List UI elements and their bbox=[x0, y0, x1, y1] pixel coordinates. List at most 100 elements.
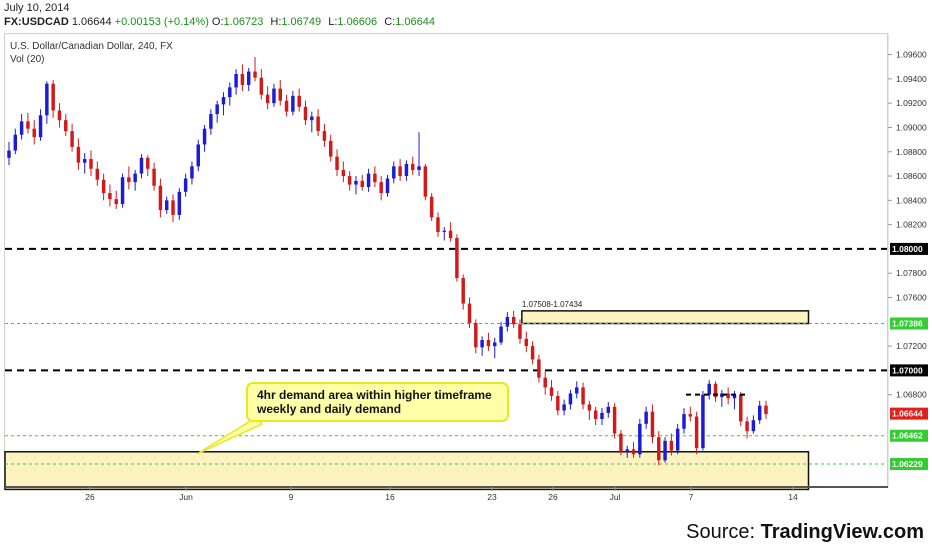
candle-body[interactable] bbox=[221, 97, 226, 105]
candle-body[interactable] bbox=[518, 324, 522, 339]
candle-body[interactable] bbox=[398, 166, 402, 177]
candle-body[interactable] bbox=[455, 237, 459, 279]
candle-body[interactable] bbox=[524, 338, 529, 347]
candle-body[interactable] bbox=[322, 131, 327, 141]
candle-body[interactable] bbox=[499, 326, 503, 343]
candle-body[interactable] bbox=[89, 159, 93, 169]
source-name[interactable]: TradingView.com bbox=[760, 521, 924, 543]
candle-body[interactable] bbox=[543, 377, 547, 388]
candle-body[interactable] bbox=[480, 340, 484, 348]
candle-body[interactable] bbox=[341, 169, 346, 177]
candle-body[interactable] bbox=[379, 182, 383, 194]
candle-body[interactable] bbox=[101, 179, 106, 194]
candle-body[interactable] bbox=[297, 95, 301, 107]
candle-body[interactable] bbox=[568, 393, 573, 405]
candle-body[interactable] bbox=[600, 412, 604, 419]
candle-body[interactable] bbox=[593, 410, 598, 419]
candle-body[interactable] bbox=[537, 359, 541, 378]
candle-body[interactable] bbox=[688, 414, 693, 417]
demand-supply-zone[interactable] bbox=[521, 310, 810, 325]
candle-body[interactable] bbox=[606, 406, 611, 413]
candle-body[interactable] bbox=[657, 437, 661, 461]
candle-body[interactable] bbox=[114, 199, 118, 204]
candle-body[interactable] bbox=[76, 146, 81, 163]
candle-body[interactable] bbox=[246, 71, 251, 85]
candle-body[interactable] bbox=[95, 168, 100, 180]
candle-body[interactable] bbox=[530, 346, 535, 360]
candle-body[interactable] bbox=[303, 106, 308, 121]
candle-body[interactable] bbox=[410, 163, 415, 170]
candle-body[interactable] bbox=[51, 83, 55, 111]
candle-body[interactable] bbox=[619, 433, 623, 452]
candle-body[interactable] bbox=[713, 383, 718, 398]
candle-body[interactable] bbox=[183, 178, 188, 192]
candle-body[interactable] bbox=[19, 121, 24, 135]
candle-body[interactable] bbox=[751, 420, 756, 432]
candle-body[interactable] bbox=[556, 395, 560, 411]
candle-body[interactable] bbox=[284, 100, 289, 112]
candle-body[interactable] bbox=[474, 323, 478, 348]
candle-body[interactable] bbox=[259, 77, 264, 95]
candle-body[interactable] bbox=[467, 303, 472, 324]
candle-body[interactable] bbox=[171, 200, 175, 215]
candle-body[interactable] bbox=[234, 74, 238, 88]
candle-body[interactable] bbox=[612, 406, 617, 434]
candle-body[interactable] bbox=[38, 115, 43, 138]
candle-body[interactable] bbox=[196, 144, 200, 167]
candle-body[interactable] bbox=[360, 180, 365, 187]
candle-body[interactable] bbox=[366, 173, 371, 187]
candle-body[interactable] bbox=[493, 342, 497, 347]
candle-body[interactable] bbox=[448, 230, 453, 238]
candle-body[interactable] bbox=[253, 71, 257, 78]
candle-body[interactable] bbox=[146, 157, 150, 169]
candle-body[interactable] bbox=[587, 404, 592, 411]
candle-body[interactable] bbox=[726, 393, 730, 399]
candle-body[interactable] bbox=[215, 104, 219, 115]
candle-body[interactable] bbox=[190, 166, 194, 179]
candle-body[interactable] bbox=[291, 95, 295, 112]
candle-body[interactable] bbox=[13, 134, 18, 151]
candle-body[interactable] bbox=[739, 394, 743, 422]
candle-body[interactable] bbox=[32, 128, 36, 138]
annotation-callout-box[interactable] bbox=[246, 382, 509, 422]
candle-body[interactable] bbox=[429, 196, 434, 218]
candle-body[interactable] bbox=[644, 411, 648, 424]
candle-body[interactable] bbox=[26, 121, 30, 129]
candle-body[interactable] bbox=[511, 316, 516, 325]
candle-body[interactable] bbox=[764, 405, 768, 415]
candle-body[interactable] bbox=[461, 278, 465, 304]
candle-body[interactable] bbox=[177, 191, 182, 215]
candle-body[interactable] bbox=[423, 166, 428, 197]
candle-body[interactable] bbox=[436, 217, 440, 232]
candle-body[interactable] bbox=[158, 185, 163, 211]
candle-body[interactable] bbox=[108, 193, 112, 200]
candle-body[interactable] bbox=[45, 83, 49, 116]
candle-body[interactable] bbox=[505, 316, 510, 327]
candle-body[interactable] bbox=[707, 383, 711, 395]
candle-body[interactable] bbox=[682, 414, 686, 429]
candle-body[interactable] bbox=[139, 157, 144, 174]
candle-body[interactable] bbox=[152, 168, 156, 186]
candle-body[interactable] bbox=[675, 428, 680, 451]
candle-body[interactable] bbox=[7, 150, 11, 158]
candle-body[interactable] bbox=[745, 421, 749, 432]
candle-body[interactable] bbox=[82, 159, 87, 163]
candle-body[interactable] bbox=[442, 230, 447, 232]
candle-body[interactable] bbox=[335, 156, 339, 170]
candle-body[interactable] bbox=[228, 87, 232, 98]
candle-body[interactable] bbox=[575, 387, 579, 394]
candle-body[interactable] bbox=[310, 116, 314, 121]
candle-body[interactable] bbox=[328, 140, 333, 157]
candle-body[interactable] bbox=[669, 440, 674, 451]
candle-body[interactable] bbox=[316, 116, 320, 132]
candle-body[interactable] bbox=[701, 394, 705, 449]
candle-body[interactable] bbox=[650, 411, 655, 438]
candle-body[interactable] bbox=[70, 131, 74, 147]
candle-body[interactable] bbox=[354, 180, 358, 185]
demand-supply-zone[interactable] bbox=[4, 451, 810, 491]
candle-body[interactable] bbox=[392, 166, 396, 179]
candle-body[interactable] bbox=[373, 173, 377, 183]
candle-body[interactable] bbox=[663, 440, 667, 461]
candle-body[interactable] bbox=[385, 178, 390, 194]
